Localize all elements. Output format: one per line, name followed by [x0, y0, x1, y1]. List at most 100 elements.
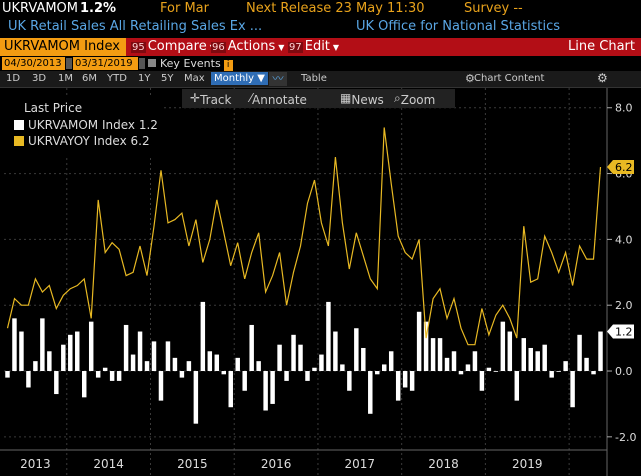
tf-1m[interactable]: 1M	[58, 73, 73, 84]
ticker[interactable]: UKRVAMOM	[2, 1, 78, 16]
bar-mom	[291, 334, 296, 372]
legend-item-mom[interactable]: UKRVAMOM Index 1.2	[14, 118, 158, 132]
actions-button[interactable]: 96 Actions ▼	[211, 39, 284, 55]
last-value-tag-yoy-bg	[607, 159, 634, 174]
tf-max[interactable]: Max	[184, 73, 205, 84]
y-tick-label: 8.0	[615, 102, 633, 115]
bar-mom	[319, 354, 324, 372]
gear-icon[interactable]: ⚙	[597, 71, 608, 85]
x-tick-label: 2017	[345, 457, 376, 471]
news-tool[interactable]: ▦ News	[340, 91, 384, 107]
bar-mom	[563, 361, 568, 372]
bar-mom	[165, 341, 171, 372]
bar-mom	[235, 357, 240, 372]
frequency-label: Monthly	[214, 73, 255, 84]
y-tick-label: 2.0	[615, 299, 633, 312]
chevron-down-icon: ▼	[257, 73, 265, 84]
zoom-label: Zoom	[400, 93, 436, 107]
bar-mom	[158, 371, 164, 401]
bar-mom	[26, 371, 31, 388]
data-source[interactable]: UK Office for National Statistics	[356, 19, 560, 34]
bar-mom	[284, 371, 289, 381]
tf-6m[interactable]: 6M	[82, 73, 97, 84]
last-value-tag-mom-bg	[607, 324, 634, 339]
annotate-tool[interactable]: ⁄ Annotate	[250, 91, 307, 107]
bar-mom	[542, 344, 547, 372]
last-value-tag-yoy: 6.2	[615, 161, 633, 174]
x-tick-label: 2018	[428, 457, 459, 471]
chevron-down-icon: ▼	[332, 43, 340, 52]
annotate-label: Annotate	[252, 93, 307, 107]
chart-settings-icon[interactable]: ⚙	[465, 72, 475, 85]
bar-mom	[102, 367, 108, 372]
zoom-tool[interactable]: ⌕ Zoom	[394, 91, 436, 107]
bar-mom	[47, 351, 52, 372]
bar-mom	[123, 324, 129, 372]
actions-number: 96	[211, 42, 226, 53]
bar-mom	[186, 361, 192, 372]
bar-mom	[521, 338, 526, 372]
y-tick-label: 0.0	[615, 365, 633, 378]
bar-mom	[137, 331, 143, 372]
bar-mom	[598, 331, 603, 372]
info-icon[interactable]: i	[223, 60, 233, 71]
start-date-input[interactable]: 04/30/2013	[2, 57, 65, 70]
tf-5y[interactable]: 5Y	[161, 73, 174, 84]
bar-mom	[228, 371, 233, 408]
chart-legend: Last Price UKRVAMOM Index 1.2 UKRVAYOY I…	[4, 98, 164, 156]
chart-toolbar: ✛ Track ⁄ Annotate ▦ News ⌕ Zoom	[182, 89, 455, 108]
last-value-tag-mom: 1.2	[615, 326, 633, 339]
bar-mom	[451, 351, 457, 372]
bar-mom	[326, 301, 331, 372]
table-button[interactable]: Table	[301, 73, 327, 84]
security-input[interactable]: UKRVAMOM Index	[0, 38, 126, 56]
survey-label: Survey --	[464, 1, 523, 16]
calendar-icon[interactable]	[139, 58, 145, 69]
edit-button[interactable]: 97 Edit ▼	[288, 39, 339, 55]
bar-mom	[549, 371, 554, 378]
bar-mom	[221, 371, 226, 375]
legend-item-yoy[interactable]: UKRVAYOY Index 6.2	[14, 134, 150, 148]
bar-mom	[144, 361, 150, 372]
chart-content-button[interactable]: Chart Content	[458, 73, 544, 84]
bar-mom	[472, 351, 478, 372]
security-header: UKRVAMOM 1.2% For Mar Next Release 23 Ma…	[0, 0, 641, 17]
chart-content-label: Chart Content	[474, 73, 545, 84]
key-events-toggle[interactable]: Key Events i	[148, 57, 233, 71]
bar-mom	[116, 371, 122, 381]
security-description[interactable]: UK Retail Sales All Retailing Sales Ex .…	[8, 19, 263, 34]
bar-mom	[249, 324, 254, 372]
tf-3d[interactable]: 3D	[32, 73, 47, 84]
bar-mom	[151, 341, 157, 372]
bar-mom	[5, 371, 10, 378]
bar-mom	[179, 371, 185, 378]
key-events-label: Key Events	[160, 57, 221, 70]
end-date-input[interactable]: 03/31/2019	[73, 57, 138, 70]
legend-name: UKRVAYOY Index	[28, 134, 127, 148]
edit-number: 97	[288, 42, 303, 53]
bar-mom	[333, 331, 338, 372]
bar-mom	[82, 371, 87, 398]
tf-ytd[interactable]: YTD	[107, 73, 127, 84]
bar-mom	[591, 371, 596, 375]
checkbox-icon[interactable]	[148, 59, 156, 67]
line-chart-icon[interactable]: 〰	[269, 72, 287, 86]
bar-mom	[570, 371, 575, 408]
bar-mom	[500, 321, 506, 372]
tf-1y[interactable]: 1Y	[138, 73, 151, 84]
bar-mom	[256, 361, 261, 372]
y-tick-label: -2.0	[615, 431, 636, 444]
bar-mom	[270, 371, 275, 404]
frequency-dropdown[interactable]: Monthly ▼	[211, 72, 268, 85]
legend-swatch	[14, 136, 24, 146]
tf-1d[interactable]: 1D	[6, 73, 21, 84]
track-label: Track	[200, 93, 232, 107]
calendar-icon[interactable]	[66, 58, 72, 69]
track-tool[interactable]: ✛ Track	[190, 91, 232, 107]
last-value: 1.2%	[80, 1, 117, 16]
bar-mom	[33, 361, 38, 372]
bar-mom	[584, 357, 589, 372]
timeframe-bar: 1D 3D 1M 6M YTD 1Y 5Y Max Monthly ▼ 〰 Ta…	[0, 71, 641, 88]
